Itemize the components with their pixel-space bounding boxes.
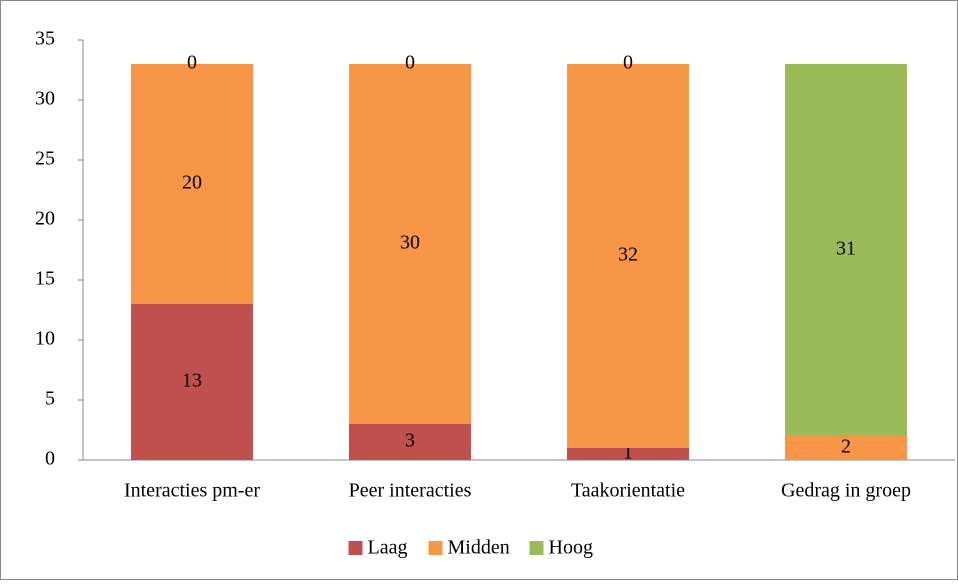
data-label: 2 [841,436,851,458]
y-tick-label: 10 [35,328,55,350]
data-label: 3 [405,430,415,452]
bar-segment [785,436,907,460]
legend-swatch [428,541,443,555]
data-label: 1 [623,442,633,464]
legend-label: Laag [368,537,408,559]
data-label: 13 [182,370,202,392]
data-label: 20 [182,172,202,194]
data-label: 31 [836,238,856,260]
y-tick-label: 25 [35,148,55,170]
x-tick-label: Peer interacties [349,480,472,502]
legend-label: Midden [448,537,510,559]
y-tick-label: 15 [35,268,55,290]
data-label: 0 [623,52,633,74]
legend-label: Hoog [549,537,593,559]
y-tick-label: 30 [35,88,55,110]
bar-segment [131,64,253,304]
bar-segment [131,304,253,460]
y-tick-label: 20 [35,208,55,230]
x-tick-label: Taakorientatie [571,480,685,502]
legend-swatch [529,541,544,555]
bar-segment [349,64,471,424]
data-label: 30 [400,232,420,254]
bar-segment [349,424,471,460]
y-tick-label: 5 [45,388,55,410]
x-tick-label: Gedrag in groep [781,480,911,502]
x-tick-label: Interacties pm-er [124,480,260,502]
data-label: 32 [618,244,638,266]
bar-segment [567,64,689,448]
y-tick-label: 0 [45,448,55,470]
bar-segment [567,448,689,460]
bar-segment [785,64,907,436]
y-tick-label: 35 [35,28,55,50]
data-label: 0 [187,52,197,74]
legend-swatch [348,541,363,555]
data-label: 0 [405,52,415,74]
